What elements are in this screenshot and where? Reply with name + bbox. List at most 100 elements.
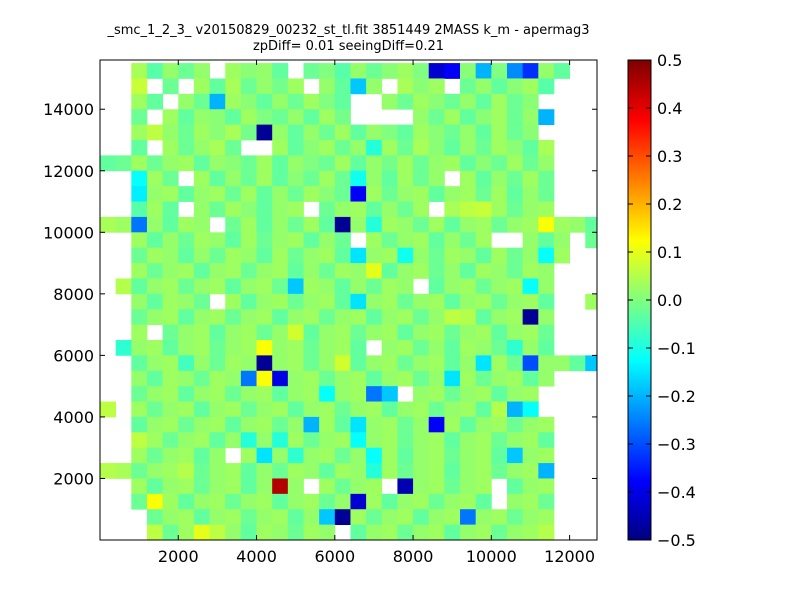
heatmap-bin [538,309,555,326]
chart-title: _smc_1_2_3_ v20150829_00232_st_tl.fit 38… [107,23,590,38]
heatmap-bin [209,186,226,202]
colorbar-tick-label: 0.2 [657,195,682,214]
heatmap-bin [522,124,539,141]
heatmap-bin [272,478,289,495]
heatmap-bin [131,232,148,249]
heatmap-bin [303,186,320,202]
heatmap-bin [225,247,242,264]
heatmap-bin [209,309,226,326]
heatmap-bin [366,216,383,233]
heatmap-bin [334,355,351,372]
heatmap-bin [350,155,367,172]
heatmap-bin [522,278,539,295]
heatmap-bin [193,355,210,372]
colorbar-segment [628,386,651,389]
colorbar-segment [628,152,651,155]
heatmap-bin [319,432,336,449]
heatmap-bin [460,324,477,341]
y-tick-label: 4000 [53,408,94,427]
colorbar-segment [628,428,651,431]
colorbar-segment [628,60,651,63]
colorbar-segment [628,354,651,357]
colorbar-segment [628,452,651,455]
heatmap-bin [413,293,430,310]
heatmap-bin [240,93,257,110]
heatmap-bin [287,432,304,449]
heatmap-bin [225,63,242,79]
heatmap-bin [303,216,320,233]
heatmap-bin [272,401,289,418]
heatmap-bin [162,370,179,387]
heatmap-bin [225,155,242,172]
heatmap-bin [115,340,132,356]
heatmap-bin [303,63,320,79]
colorbar-segment [628,298,651,301]
colorbar-segment [628,76,651,79]
heatmap-bin [193,247,210,264]
heatmap-bin [240,155,257,172]
heatmap-bin [209,78,226,95]
heatmap-bin [178,355,195,372]
colorbar-segment [628,314,651,317]
colorbar-segment [628,320,651,323]
colorbar-segment [628,352,651,355]
heatmap-bin [506,278,524,295]
heatmap-bin [334,78,351,95]
heatmap-bin [491,247,508,264]
colorbar-segment [628,102,651,105]
colorbar-segment [628,520,651,523]
heatmap-bin [413,186,430,202]
heatmap-bin [131,155,148,172]
heatmap-bin [146,232,164,249]
heatmap-bin [350,278,367,295]
heatmap-bin [366,309,383,326]
heatmap-bin [522,324,539,341]
heatmap-bin [350,447,367,464]
heatmap-bin [381,93,398,110]
colorbar-segment [628,134,651,137]
colorbar-segment [628,532,651,535]
heatmap-bin [146,216,164,233]
heatmap-bin [303,155,320,172]
colorbar-segment [628,440,651,443]
colorbar-segment [628,198,651,201]
heatmap-bin [193,78,210,95]
colorbar-segment [628,366,651,369]
heatmap-bin [319,309,336,326]
colorbar-segment [628,80,651,83]
heatmap-bin [428,247,445,264]
heatmap-bin [506,309,524,326]
heatmap-bin [209,478,226,495]
heatmap-bin [522,355,539,372]
colorbar-tick-label: 0.0 [657,291,682,310]
heatmap-bin [193,478,210,495]
colorbar-segment [628,340,651,343]
heatmap-bin [162,478,179,495]
colorbar-segment [628,454,651,457]
colorbar-segment [628,292,651,295]
heatmap-bin [475,447,492,464]
heatmap-bin [460,386,477,402]
heatmap-bin [303,370,320,387]
heatmap-bin [334,216,351,233]
heatmap-bin [366,493,383,510]
heatmap-bin [506,370,524,387]
heatmap-bin [225,278,242,295]
heatmap-bin [522,370,539,387]
heatmap-bin [350,247,367,264]
heatmap-bin [444,463,461,479]
colorbar-segment [628,486,651,489]
colorbar-tick-label: 0.5 [657,51,682,70]
colorbar-segment [628,536,651,539]
heatmap-bin [522,78,539,95]
heatmap-bin [366,278,383,295]
heatmap-bin [428,186,445,202]
y-tick-label: 2000 [53,469,94,488]
heatmap-bin [272,263,289,279]
colorbar-segment [628,300,651,303]
colorbar-segment [628,502,651,505]
heatmap-bin [100,463,117,479]
colorbar-segment [628,396,651,399]
heatmap-bin [475,78,492,95]
heatmap-bin [319,78,336,95]
